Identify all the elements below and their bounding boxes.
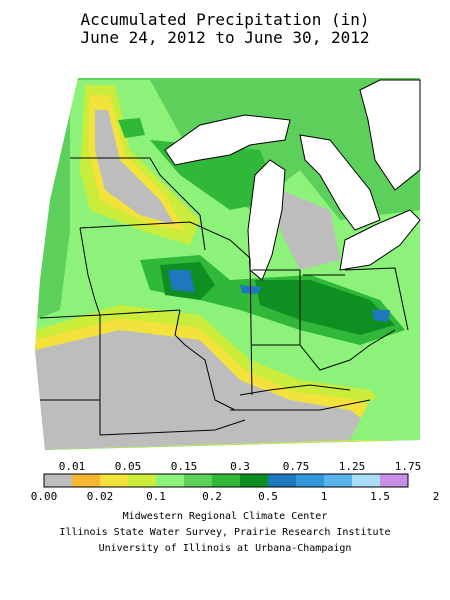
legend-swatch [352, 474, 381, 487]
legend-lower-label: 0.1 [146, 490, 166, 503]
legend-swatch [72, 474, 101, 487]
legend-swatch [44, 474, 73, 487]
legend-lower-label: 0.5 [258, 490, 278, 503]
credit-line-1: Midwestern Regional Climate Center [122, 511, 328, 522]
legend-lower-label: 0.02 [86, 490, 114, 503]
legend-upper-label: 0.15 [170, 460, 198, 473]
legend-lower-label: 1.5 [370, 490, 390, 503]
map-title: Accumulated Precipitation (in) [80, 10, 370, 29]
legend-swatch [324, 474, 353, 487]
date-range: June 24, 2012 to June 30, 2012 [80, 28, 370, 47]
credit-line-3: University of Illinois at Urbana-Champai… [98, 543, 352, 554]
legend-lower-label: 1 [320, 490, 328, 503]
legend-swatch [380, 474, 409, 487]
great-lakes [164, 79, 421, 281]
legend-upper-label: 0.3 [230, 460, 250, 473]
legend-lower-label: 2 [432, 490, 440, 503]
legend-swatch [212, 474, 241, 487]
legend-swatch [128, 474, 157, 487]
legend-swatch [268, 474, 297, 487]
legend-swatch [296, 474, 325, 487]
legend-swatch [100, 474, 129, 487]
legend-upper-label: 1.25 [338, 460, 366, 473]
legend-swatch [184, 474, 213, 487]
legend-upper-label: 1.75 [394, 460, 422, 473]
legend-swatch [240, 474, 269, 487]
legend-lower-label: 0.00 [30, 490, 58, 503]
credit-line-2: Illinois State Water Survey, Prairie Res… [59, 527, 391, 538]
legend-lower-label: 0.2 [202, 490, 222, 503]
legend-swatch [156, 474, 185, 487]
legend-swatches [43, 473, 409, 488]
state-borders [39, 157, 409, 436]
legend-upper-label: 0.05 [114, 460, 142, 473]
legend-upper-label: 0.75 [282, 460, 310, 473]
legend-upper-label: 0.01 [58, 460, 86, 473]
